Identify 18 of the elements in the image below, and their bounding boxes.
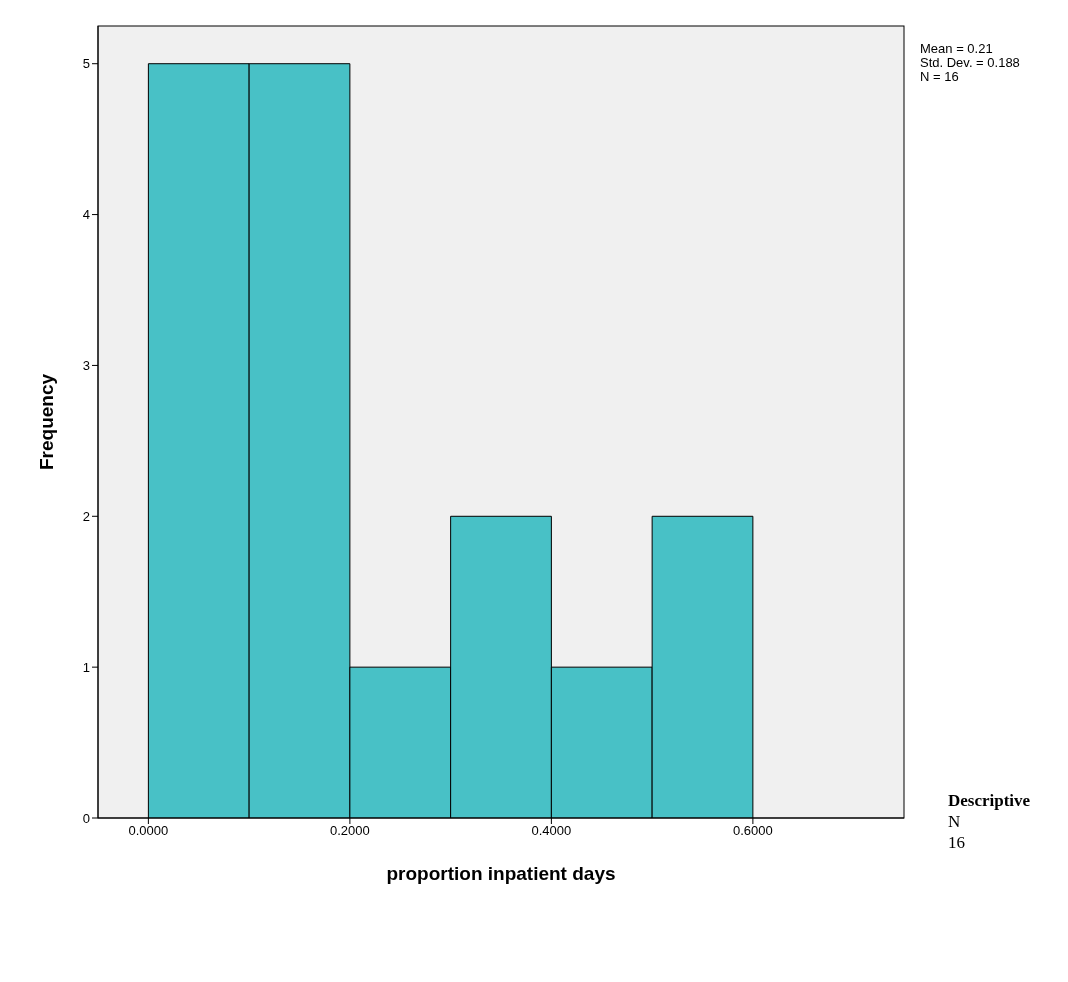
y-tick-label: 3 <box>82 358 90 374</box>
y-axis-title: Frequency <box>36 373 57 471</box>
y-tick-label: 5 <box>82 56 90 72</box>
x-axis-title: proportion inpatient days <box>386 863 616 884</box>
x-tick-label: 0.2000 <box>329 823 370 839</box>
text: Std. Dev. = 0.188 <box>920 55 1020 70</box>
x-tick-label: 0.0000 <box>128 823 169 839</box>
text: N <box>948 811 962 832</box>
text: N = 16 <box>920 69 960 84</box>
text: 16 <box>948 832 966 853</box>
text: Descriptive <box>948 790 1031 811</box>
text: Mean = 0.21 <box>920 41 994 56</box>
y-tick-label: 0 <box>82 810 90 826</box>
y-tick-label: 4 <box>82 207 90 223</box>
x-tick-label: 0.4000 <box>531 823 572 839</box>
y-tick-label: 1 <box>82 659 90 675</box>
x-tick-label: 0.6000 <box>732 823 773 839</box>
y-tick-label: 2 <box>82 508 90 524</box>
